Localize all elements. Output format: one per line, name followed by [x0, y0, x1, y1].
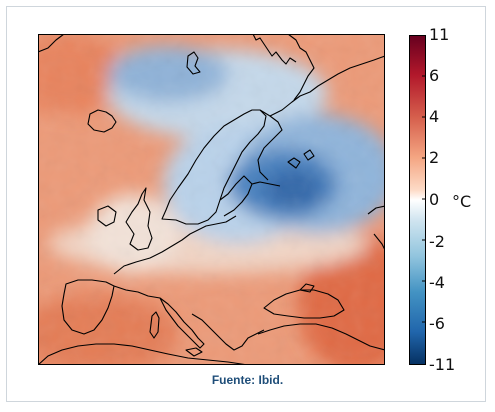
- colorbar-tick-label: 11: [429, 25, 450, 44]
- map-border: [38, 34, 385, 365]
- colorbar-tick-label: 6: [429, 66, 440, 85]
- coastline-great-britain: [125, 187, 153, 251]
- field-texture: [38, 34, 385, 365]
- colorbar-tick-label: 2: [429, 148, 440, 167]
- coastline-iceland: [87, 109, 117, 133]
- coastline-arctic-island: [252, 34, 297, 65]
- coastline-novaya-zemlya: [287, 34, 315, 101]
- coastline-france-med: [113, 285, 161, 299]
- coastline-black-sea: [263, 289, 345, 319]
- coastline-turkey: [257, 323, 385, 351]
- coastline-russia-north: [269, 55, 385, 117]
- colorbar-tick-label: -2: [429, 232, 445, 251]
- colorbar-tick-label: 0: [429, 190, 440, 209]
- coastline-crimea: [299, 283, 315, 293]
- coastline-svalbard: [186, 51, 201, 75]
- coastlines: [38, 34, 385, 365]
- coastline-italy: [159, 297, 205, 349]
- colorbar-tick-label: 4: [429, 107, 440, 126]
- coastline-sicily: [185, 347, 203, 357]
- coastline-balkans: [191, 313, 265, 351]
- colorbar-tick-label: -6: [429, 314, 445, 333]
- lake-ladoga: [287, 157, 301, 169]
- coastline-corsica-sardinia: [149, 311, 160, 339]
- coastline-iberia: [61, 279, 115, 335]
- colorbar-tick-marks: [422, 75, 426, 323]
- coastline-gulf-finland: [251, 181, 281, 187]
- colorbar-tick-label: -4: [429, 273, 445, 292]
- colorbar-unit: °C: [452, 192, 472, 211]
- colorbar: [409, 35, 426, 365]
- colorbar-gradient: [409, 35, 426, 365]
- coastline-nw-europe: [113, 215, 237, 275]
- coastline-north-africa: [38, 343, 249, 365]
- coastline-kola-finland: [257, 109, 283, 181]
- coastline-greenland: [38, 34, 65, 53]
- coastline-ireland: [97, 205, 117, 227]
- temperature-anomaly-map: [38, 34, 385, 365]
- lake-onega: [303, 149, 315, 161]
- source-caption: Fuente: Ibid.: [211, 373, 284, 387]
- colorbar-tick-label: -11: [429, 355, 456, 374]
- coastline-scandinavia: [161, 109, 267, 225]
